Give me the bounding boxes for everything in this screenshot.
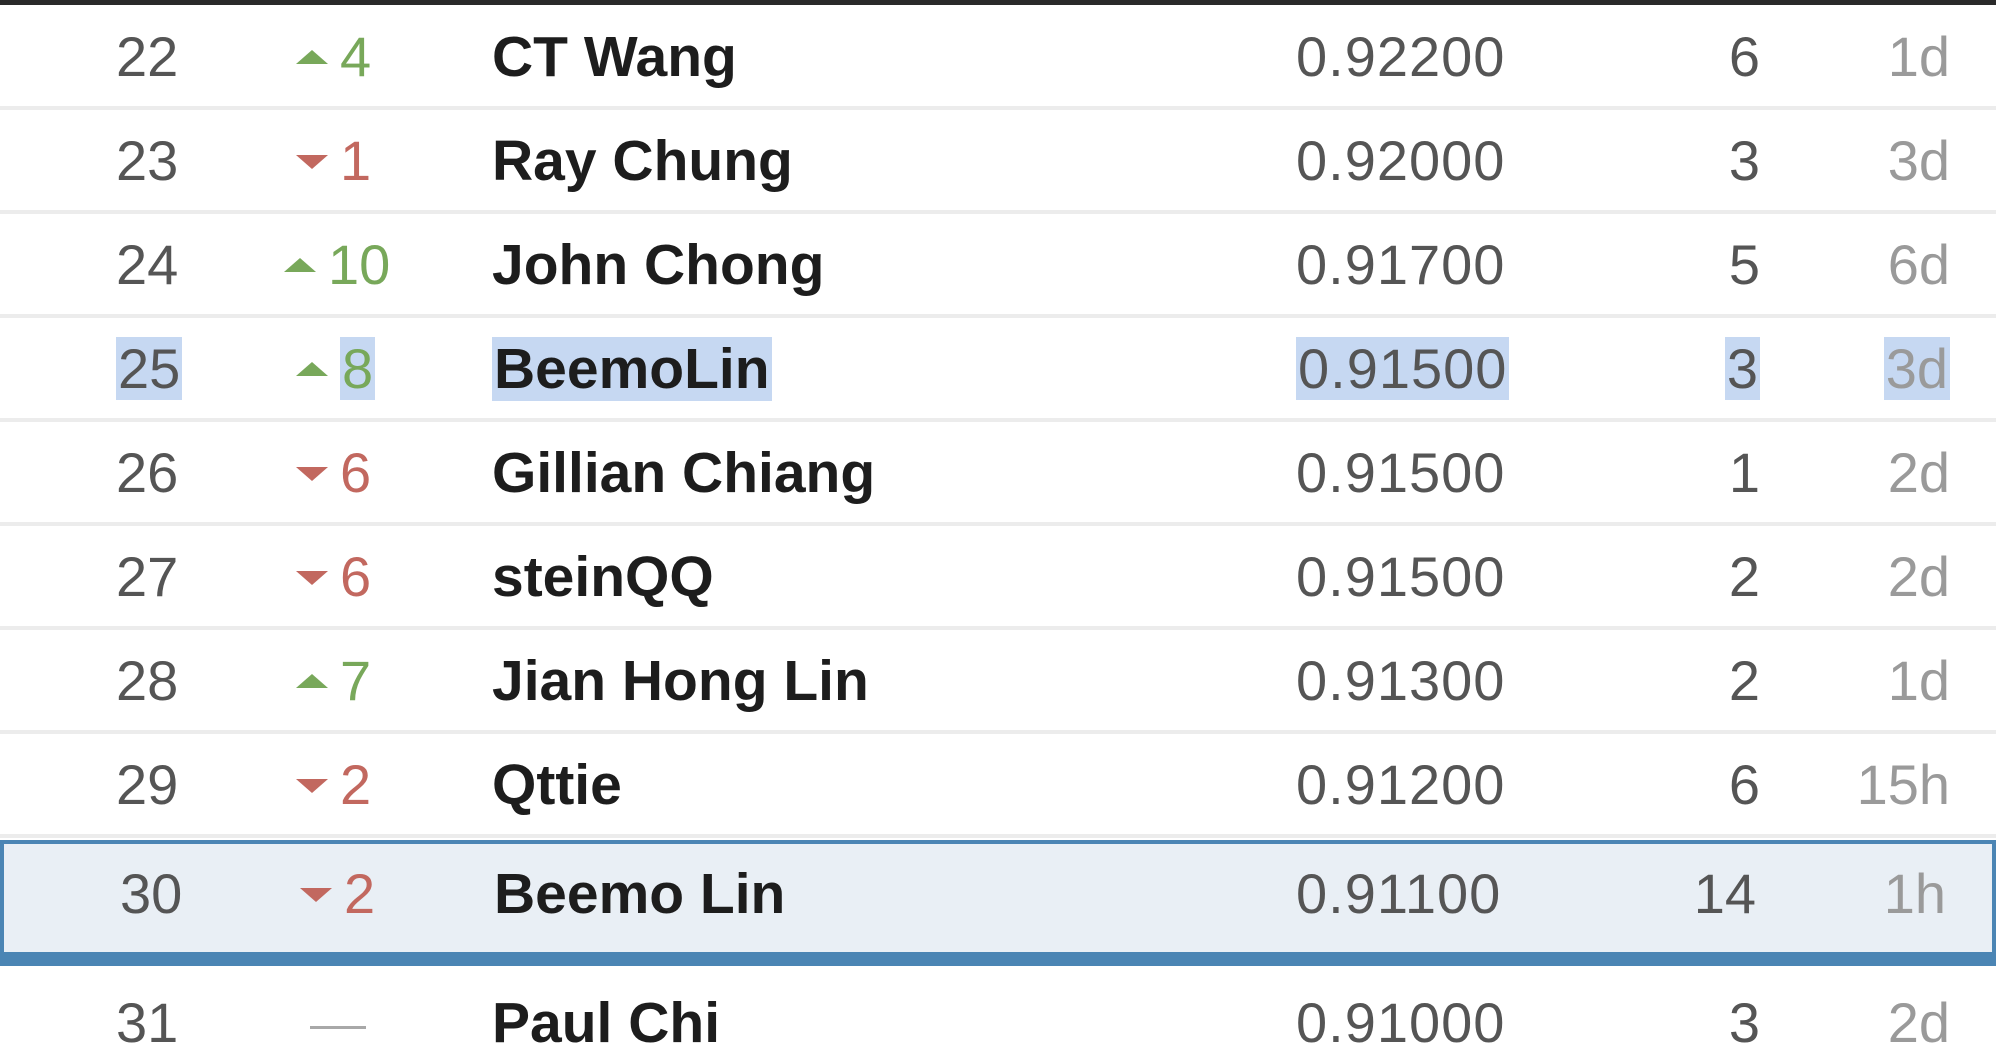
team-name-cell[interactable]: Jian Hong Lin [492, 649, 869, 713]
rank-change-value: 2 [340, 753, 372, 816]
entries-cell: 1 [1728, 441, 1760, 504]
rank-change-cell: 7 [296, 632, 406, 730]
entries-cell: 3 [1728, 129, 1760, 192]
team-name-cell[interactable]: steinQQ [492, 545, 714, 609]
rank-change-value: 4 [340, 25, 372, 88]
dash-icon [310, 1025, 366, 1029]
team-name-cell[interactable]: Paul Chi [492, 991, 721, 1055]
score-cell: 0.91300 [1296, 649, 1506, 712]
table-row[interactable]: 27 6 steinQQ 0.91500 2 2d [0, 528, 1996, 630]
rank-change-cell: 1 [296, 112, 406, 210]
team-name-cell[interactable]: Qttie [492, 753, 622, 817]
rank-change-cell: 4 [296, 8, 406, 106]
current-user-row[interactable]: 30 2 Beemo Lin 0.91100 14 1h [0, 840, 1996, 966]
triangle-up-icon [296, 362, 328, 377]
table-row[interactable]: 31 Paul Chi 0.91000 3 2d [0, 974, 1996, 1058]
entries-value: 3 [1724, 337, 1760, 400]
score-cell: 0.91500 [1296, 441, 1506, 504]
triangle-up-icon [296, 674, 328, 689]
team-name[interactable]: BeemoLin [492, 337, 772, 401]
rank-change-cell: 8 [296, 320, 406, 418]
score-cell: 0.91500 [1296, 320, 1510, 418]
triangle-down-icon [296, 155, 328, 170]
entries-cell: 3 [1728, 991, 1760, 1054]
entries-cell: 6 [1728, 25, 1760, 88]
rank-change-value: 6 [340, 441, 372, 504]
entries-cell: 3 [1724, 320, 1760, 418]
rank-change-cell: 6 [296, 424, 406, 522]
last-submission-cell: 2d [1887, 991, 1950, 1054]
table-top-border [0, 0, 1996, 5]
rank-change-value: 8 [340, 337, 376, 400]
score-cell: 0.91200 [1296, 753, 1506, 816]
rank-cell: 24 [116, 233, 179, 296]
entries-cell: 2 [1728, 649, 1760, 712]
last-submission-cell: 1h [1883, 862, 1946, 925]
score-cell: 0.91000 [1296, 991, 1506, 1054]
triangle-down-icon [296, 467, 328, 482]
last-submission-cell: 3d [1887, 129, 1950, 192]
rank-change-cell: 2 [296, 736, 406, 834]
score-cell: 0.92000 [1296, 129, 1506, 192]
team-name-cell[interactable]: Ray Chung [492, 129, 793, 193]
rank-cell: 22 [116, 25, 179, 88]
rank-change-cell: 6 [296, 528, 406, 626]
score-cell: 0.91700 [1296, 233, 1506, 296]
last-submission-cell: 1d [1887, 25, 1950, 88]
last-submission-cell: 1d [1887, 649, 1950, 712]
last-submission-cell: 6d [1887, 233, 1950, 296]
rank-change-value: 6 [340, 545, 372, 608]
rank-value: 25 [116, 337, 183, 400]
score-cell: 0.91100 [1296, 862, 1502, 925]
last-submission-cell: 2d [1887, 441, 1950, 504]
rank-change-value: 2 [344, 862, 376, 925]
entries-cell: 2 [1728, 545, 1760, 608]
rank-change-value: 1 [340, 129, 372, 192]
rank-cell: 30 [120, 862, 183, 925]
rank-change-value: 10 [328, 233, 391, 296]
last-submission-value: 3d [1883, 337, 1950, 400]
team-name-cell[interactable]: BeemoLin [492, 320, 772, 418]
score-cell: 0.91500 [1296, 545, 1506, 608]
table-row[interactable]: 26 6 Gillian Chiang 0.91500 1 2d [0, 424, 1996, 526]
entries-cell: 6 [1728, 753, 1760, 816]
rank-change-cell [296, 974, 406, 1058]
triangle-down-icon [296, 571, 328, 586]
rank-cell: 27 [116, 545, 179, 608]
table-row[interactable]: 29 2 Qttie 0.91200 6 15h [0, 736, 1996, 838]
rank-cell: 28 [116, 649, 179, 712]
last-submission-cell: 15h [1856, 753, 1950, 816]
score-value: 0.91500 [1296, 337, 1510, 400]
triangle-down-icon [296, 779, 328, 794]
table-row[interactable]: 23 1 Ray Chung 0.92000 3 3d [0, 112, 1996, 214]
last-submission-cell: 2d [1887, 545, 1950, 608]
rank-cell: 25 [116, 320, 183, 418]
score-cell: 0.92200 [1296, 25, 1506, 88]
team-name-cell[interactable]: John Chong [492, 233, 825, 297]
rank-cell: 26 [116, 441, 179, 504]
team-name-cell[interactable]: CT Wang [492, 25, 737, 89]
table-row[interactable]: 28 7 Jian Hong Lin 0.91300 2 1d [0, 632, 1996, 734]
rank-cell: 23 [116, 129, 179, 192]
triangle-down-icon [300, 888, 332, 903]
triangle-up-icon [284, 258, 316, 273]
entries-cell: 14 [1693, 862, 1756, 925]
table-row[interactable]: 24 10 John Chong 0.91700 5 6d [0, 216, 1996, 318]
table-row[interactable]: 25 8 BeemoLin 0.91500 3 3d [0, 320, 1996, 422]
rank-change-value: 7 [340, 649, 372, 712]
rank-change-cell: 2 [300, 840, 410, 948]
last-submission-cell: 3d [1883, 320, 1950, 418]
rank-cell: 31 [116, 991, 179, 1054]
rank-change-cell: 10 [284, 216, 394, 314]
team-name-cell[interactable]: Gillian Chiang [492, 441, 876, 505]
team-name-cell[interactable]: Beemo Lin [494, 862, 786, 926]
table-row[interactable]: 22 4 CT Wang 0.92200 6 1d [0, 8, 1996, 110]
rank-cell: 29 [116, 753, 179, 816]
triangle-up-icon [296, 50, 328, 65]
entries-cell: 5 [1728, 233, 1760, 296]
